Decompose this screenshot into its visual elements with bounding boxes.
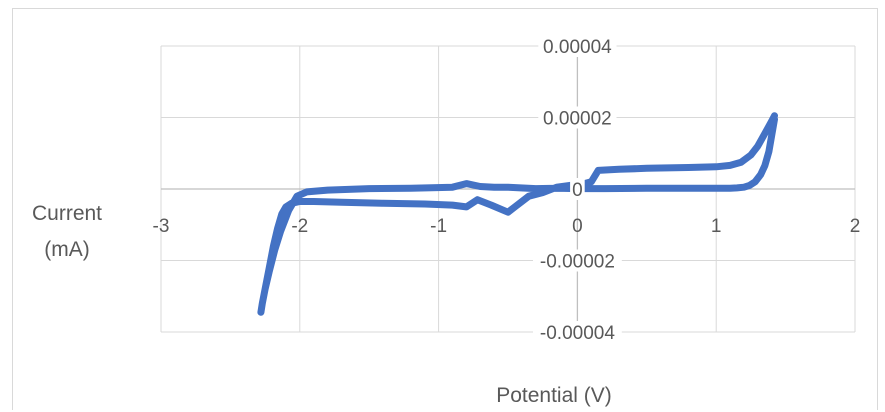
series-line <box>257 112 778 316</box>
y-tick-label: 0.00002 <box>543 109 612 130</box>
x-tick-label: 0 <box>572 216 583 237</box>
y-tick-label: -0.00004 <box>540 323 615 344</box>
chart-plot: -3 -2 -1 0 1 2 0.00004 0.00002 0 -0.00002 -0.00004… <box>32 35 861 407</box>
data-series <box>257 112 778 316</box>
x-axis-title: Potential (V) <box>496 384 612 407</box>
x-tick-label: 1 <box>711 216 722 237</box>
y-tick-label-bg <box>570 178 585 200</box>
y-tick-label: -0.00002 <box>540 252 615 273</box>
y-tick-label-bg <box>538 35 617 57</box>
y-axis-title-line-2: (mA) <box>44 238 90 261</box>
y-tick-label: 0.00004 <box>543 37 612 58</box>
x-tick-label: -2 <box>291 216 308 237</box>
y-axis-title-line-1: Current <box>32 202 102 225</box>
tick-labels: -3 -2 -1 0 1 2 0.00004 0.00002 0 -0.00002 -0.00004 <box>153 35 861 344</box>
chart-frame: -3 -2 -1 0 1 2 0.00004 0.00002 0 -0.00002 -0.00004… <box>12 8 878 410</box>
y-tick-label-bg <box>533 249 622 272</box>
y-tick-label-bg <box>538 106 617 129</box>
y-tick-label: 0 <box>572 180 583 201</box>
x-tick-label: -1 <box>430 216 447 237</box>
x-tick-label: 2 <box>850 216 861 237</box>
x-tick-label: -3 <box>153 216 170 237</box>
y-tick-label-bg <box>533 321 622 343</box>
